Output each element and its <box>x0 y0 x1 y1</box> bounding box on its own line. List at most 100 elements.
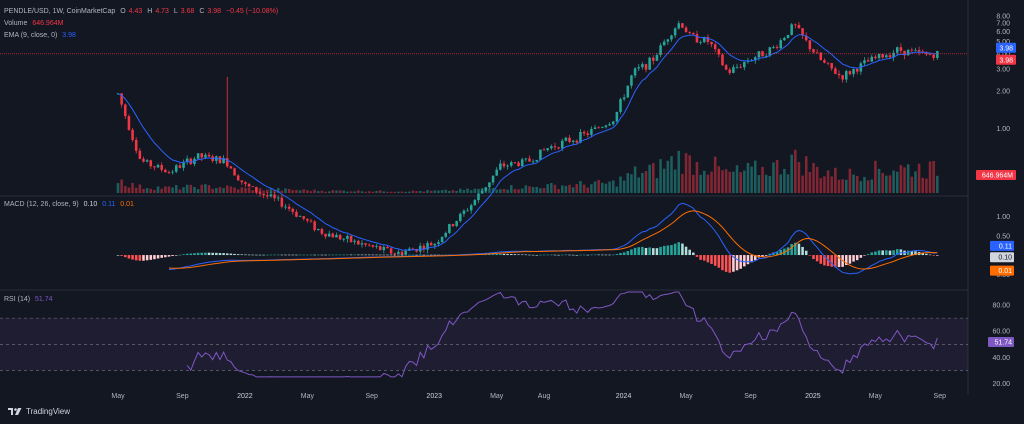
candle-body <box>185 158 189 163</box>
volume-legend[interactable]: Volume 646.964M <box>4 19 66 29</box>
candle-body <box>648 57 651 70</box>
macd-histogram-bar <box>823 255 826 266</box>
macd-histogram-bar <box>885 250 888 256</box>
macd-histogram-bar <box>291 254 295 256</box>
candle-body <box>204 154 207 158</box>
macd-histogram-bar <box>928 254 932 256</box>
macd-histogram-bar <box>528 254 531 256</box>
volume-bar <box>437 190 440 193</box>
volume-bar <box>681 173 684 193</box>
macd-histogram-bar <box>724 255 728 272</box>
rsi-tick-label: 80.00 <box>992 303 1010 310</box>
candle-body <box>630 75 633 86</box>
macd-histogram-bar <box>367 254 371 256</box>
volume-bar <box>928 161 932 193</box>
macd-histogram-bar <box>160 255 163 258</box>
macd-value-3: 0.01 <box>120 201 134 208</box>
macd-histogram-bar <box>695 255 699 257</box>
volume-bar <box>801 175 804 193</box>
candle-body <box>477 193 480 201</box>
volume-bar <box>936 175 939 193</box>
volume-bar <box>586 187 590 193</box>
candle-body <box>367 244 371 246</box>
volume-bar <box>855 175 859 193</box>
macd-histogram-bar <box>812 255 815 260</box>
ema-value: 3.98 <box>62 32 76 39</box>
candle-body <box>895 47 899 53</box>
ema-legend[interactable]: EMA (9, close, 0) 3.98 <box>4 31 79 41</box>
volume-bar <box>575 184 579 193</box>
macd-histogram-bar <box>692 252 695 256</box>
macd-histogram-bar <box>364 254 367 256</box>
macd-histogram-bar <box>921 252 925 256</box>
volume-bar <box>914 171 917 193</box>
candle-body <box>469 205 473 211</box>
volume-bar <box>302 189 305 193</box>
macd-histogram-bar <box>433 254 437 256</box>
volume-bar <box>262 190 265 193</box>
tradingview-branding[interactable]: TradingView <box>8 407 70 416</box>
candle-body <box>437 242 440 244</box>
candle-body <box>459 213 462 222</box>
candle-body <box>936 51 939 58</box>
candle-body <box>207 154 211 157</box>
volume-bar <box>415 191 418 193</box>
volume-bar <box>171 187 174 193</box>
candle-body <box>644 64 648 70</box>
volume-bar <box>579 181 582 193</box>
macd-histogram-bar <box>859 255 863 258</box>
volume-bar <box>892 170 895 193</box>
macd-histogram-bar <box>550 254 553 256</box>
macd-histogram-bar <box>597 254 600 256</box>
volume-bar <box>134 187 138 193</box>
candle-body <box>149 160 153 167</box>
candle-body <box>830 63 833 69</box>
macd-histogram-bar <box>484 254 488 256</box>
candle-body <box>145 160 149 162</box>
candle-body <box>688 32 691 34</box>
macd-histogram-bar <box>706 255 710 263</box>
candle-body <box>546 148 549 151</box>
candle-body <box>331 233 335 238</box>
volume-bar <box>794 149 797 193</box>
candle-body <box>262 193 265 196</box>
volume-bar <box>888 175 892 193</box>
macd-histogram-bar <box>120 255 123 256</box>
candle-body <box>932 54 935 58</box>
macd-histogram-bar <box>349 254 353 256</box>
volume-bar <box>652 163 655 193</box>
macd-label: MACD (12, 26, close, 9) <box>4 201 79 208</box>
volume-bar <box>142 188 145 193</box>
macd-histogram-bar <box>681 243 684 256</box>
macd-histogram-bar <box>280 254 284 256</box>
macd-histogram-bar <box>360 254 364 256</box>
macd-histogram-bar <box>877 250 881 256</box>
macd-histogram-bar <box>251 254 255 256</box>
macd-histogram-bar <box>520 254 524 256</box>
volume-bar <box>808 171 812 193</box>
macd-histogram-bar <box>178 254 182 256</box>
candle-body <box>815 52 819 54</box>
volume-bar <box>269 188 273 193</box>
rsi-legend[interactable]: RSI (14) 51.74 <box>4 295 56 305</box>
macd-value-1: 0.10 <box>83 201 98 208</box>
open-value: 4.43 <box>128 8 143 15</box>
candle-body <box>404 250 407 255</box>
macd-histogram-bar <box>586 254 590 256</box>
macd-histogram-bar <box>932 255 935 256</box>
symbol-title[interactable]: PENDLE/USD, 1W, CoinMarketCap <box>4 8 116 15</box>
candle-body <box>266 195 269 197</box>
volume-bar <box>739 172 742 193</box>
volume-bar <box>218 187 222 193</box>
volume-bar <box>746 162 750 193</box>
candle-body <box>695 34 699 43</box>
candle-body <box>790 24 793 35</box>
volume-bar <box>841 179 844 193</box>
volume-bar <box>393 191 397 193</box>
candle-body <box>914 50 917 51</box>
x-tick-label: May <box>490 393 504 400</box>
macd-legend[interactable]: MACD (12, 26, close, 9) 0.10 0.11 0.01 <box>4 200 137 210</box>
macd-histogram-bar <box>801 246 804 256</box>
candle-body <box>564 137 568 141</box>
